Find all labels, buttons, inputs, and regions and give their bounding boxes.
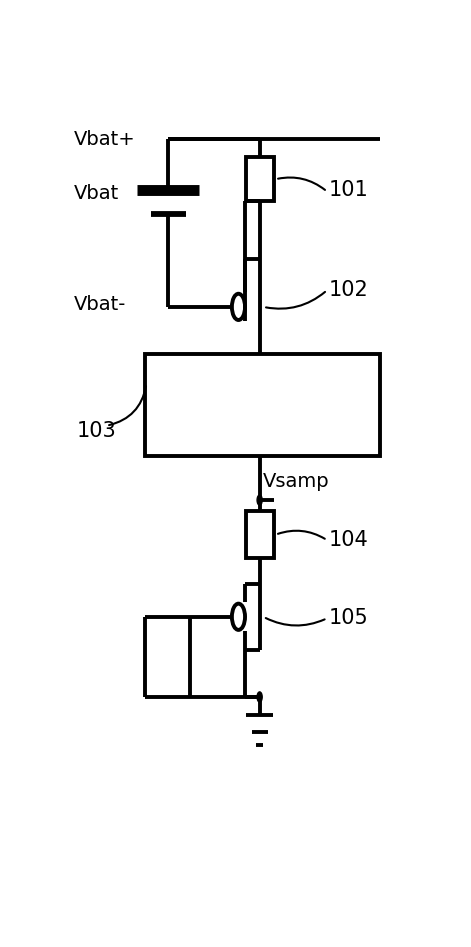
- Text: 102: 102: [329, 280, 369, 300]
- Text: 105: 105: [329, 608, 369, 628]
- Bar: [145, 354, 380, 456]
- Text: Vsamp: Vsamp: [263, 473, 330, 491]
- Text: Vbat-: Vbat-: [73, 295, 126, 314]
- Bar: [246, 157, 274, 201]
- Text: 101: 101: [329, 180, 369, 200]
- Text: Vbat+: Vbat+: [73, 130, 135, 149]
- Text: 103: 103: [77, 420, 117, 441]
- Bar: [246, 511, 274, 559]
- Circle shape: [257, 495, 262, 505]
- Text: 104: 104: [329, 530, 369, 550]
- Circle shape: [257, 692, 262, 702]
- Text: Vbat: Vbat: [73, 185, 119, 204]
